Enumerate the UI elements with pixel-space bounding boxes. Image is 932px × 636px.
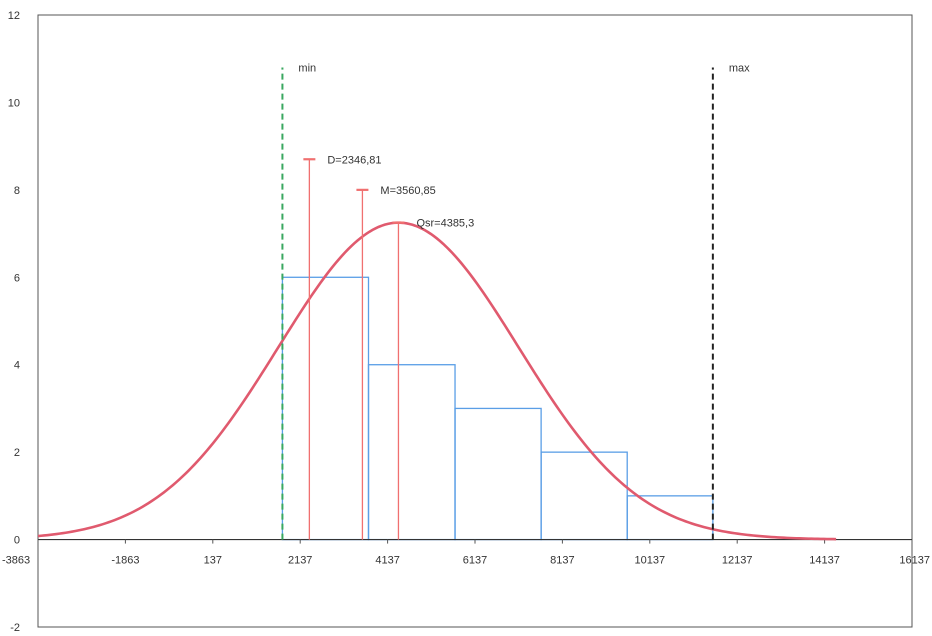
y-tick-label: 0 — [14, 535, 20, 547]
y-tick-label: 8 — [14, 185, 20, 197]
vertical-markers: D=2346,81 M=3560,85 Qsr=4385,3 — [303, 154, 474, 540]
histogram-bar — [367, 364, 456, 541]
y-tick-label: 12 — [8, 10, 20, 22]
x-tick-label: 2137 — [288, 555, 312, 567]
x-tick-label: 8137 — [550, 555, 574, 567]
y-tick-label: 2 — [14, 447, 20, 459]
marker-label: Qsr=4385,3 — [416, 218, 474, 230]
plot-frame — [37, 14, 913, 628]
reference-label: max — [729, 62, 750, 74]
histogram-bar — [281, 276, 370, 541]
y-tick-label: 4 — [14, 360, 20, 372]
normal-curve-line — [37, 221, 837, 541]
histogram-bar — [454, 407, 542, 541]
x-tick-label: 6137 — [463, 555, 487, 567]
x-tick-label: 14137 — [809, 555, 840, 567]
marker-label: D=2346,81 — [327, 154, 381, 166]
y-tick-label: -2 — [10, 622, 20, 634]
reference-lines: min max — [281, 62, 750, 540]
x-tick-label: 137 — [204, 555, 222, 567]
x-tick-label: 12137 — [722, 555, 753, 567]
y-tick-label: 6 — [14, 272, 20, 284]
plot-border — [37, 14, 913, 628]
x-tick-labels: -3863 -1863 137 2137 4137 6137 8137 10137 12137 1… — [2, 555, 930, 567]
reference-label: min — [298, 62, 316, 74]
histogram-bar — [540, 451, 628, 541]
normal-curve — [37, 221, 837, 541]
x-tick-label: 10137 — [635, 555, 666, 567]
x-tick-label: -3863 — [2, 555, 30, 567]
axes — [37, 538, 913, 544]
histogram-bar — [626, 495, 714, 541]
x-tick-label: 4137 — [375, 555, 399, 567]
y-tick-label: 10 — [8, 97, 20, 109]
marker-label: M=3560,85 — [380, 185, 435, 197]
x-tick-label: -1863 — [111, 555, 139, 567]
x-tick-label: 16137 — [899, 555, 930, 567]
histogram-bars — [281, 276, 714, 541]
y-tick-labels: -2 0 2 4 6 8 10 12 — [8, 10, 20, 634]
